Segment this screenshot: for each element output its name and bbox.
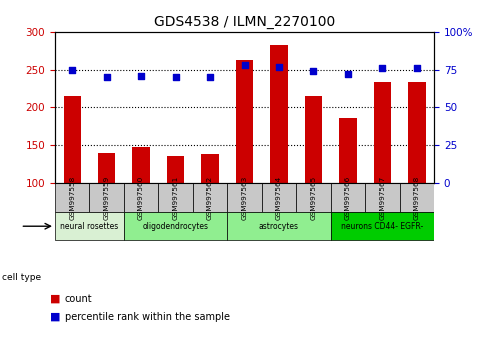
Bar [296,183,331,212]
Text: ■: ■ [50,312,60,322]
Point [241,62,249,68]
Text: GSM997563: GSM997563 [242,175,248,219]
Text: oligodendrocytes: oligodendrocytes [143,222,209,231]
Point [103,74,111,80]
Text: GSM997559: GSM997559 [104,175,110,219]
Text: ■: ■ [50,294,60,304]
Text: GSM997568: GSM997568 [414,175,420,219]
Bar [167,155,184,258]
Bar [365,183,400,212]
Text: neural rosettes: neural rosettes [60,222,118,231]
Point [68,67,76,73]
Text: astrocytes: astrocytes [259,222,299,231]
Bar [98,153,115,258]
Text: percentile rank within the sample: percentile rank within the sample [65,312,230,322]
Bar [408,82,426,258]
Bar [55,212,124,240]
Text: GSM997560: GSM997560 [138,175,144,219]
Bar [339,118,357,258]
Text: GSM997562: GSM997562 [207,175,213,219]
Bar [374,82,391,258]
Text: GSM997567: GSM997567 [379,175,385,219]
Point [206,74,214,80]
Text: cell type: cell type [2,273,41,282]
Bar [202,154,219,258]
Bar [305,96,322,258]
Bar [331,212,434,240]
Bar [227,212,331,240]
Bar [236,60,253,258]
Bar [89,183,124,212]
Point [172,74,180,80]
Text: GSM997565: GSM997565 [310,175,316,219]
Bar [193,183,227,212]
Point [378,65,386,71]
Point [275,64,283,69]
Text: GSM997558: GSM997558 [69,175,75,219]
Bar [124,183,158,212]
Point [137,73,145,79]
Bar [227,183,262,212]
Bar [132,147,150,258]
Text: neurons CD44- EGFR-: neurons CD44- EGFR- [341,222,424,231]
Text: count: count [65,294,92,304]
Bar [63,96,81,258]
Bar [55,183,89,212]
Title: GDS4538 / ILMN_2270100: GDS4538 / ILMN_2270100 [154,16,335,29]
Bar [124,212,227,240]
Bar [262,183,296,212]
Text: GSM997561: GSM997561 [173,175,179,219]
Bar [158,183,193,212]
Point [309,68,317,74]
Point [413,65,421,71]
Bar [400,183,434,212]
Bar [270,45,287,258]
Text: GSM997566: GSM997566 [345,175,351,219]
Bar [331,183,365,212]
Text: GSM997564: GSM997564 [276,175,282,219]
Point [344,71,352,77]
